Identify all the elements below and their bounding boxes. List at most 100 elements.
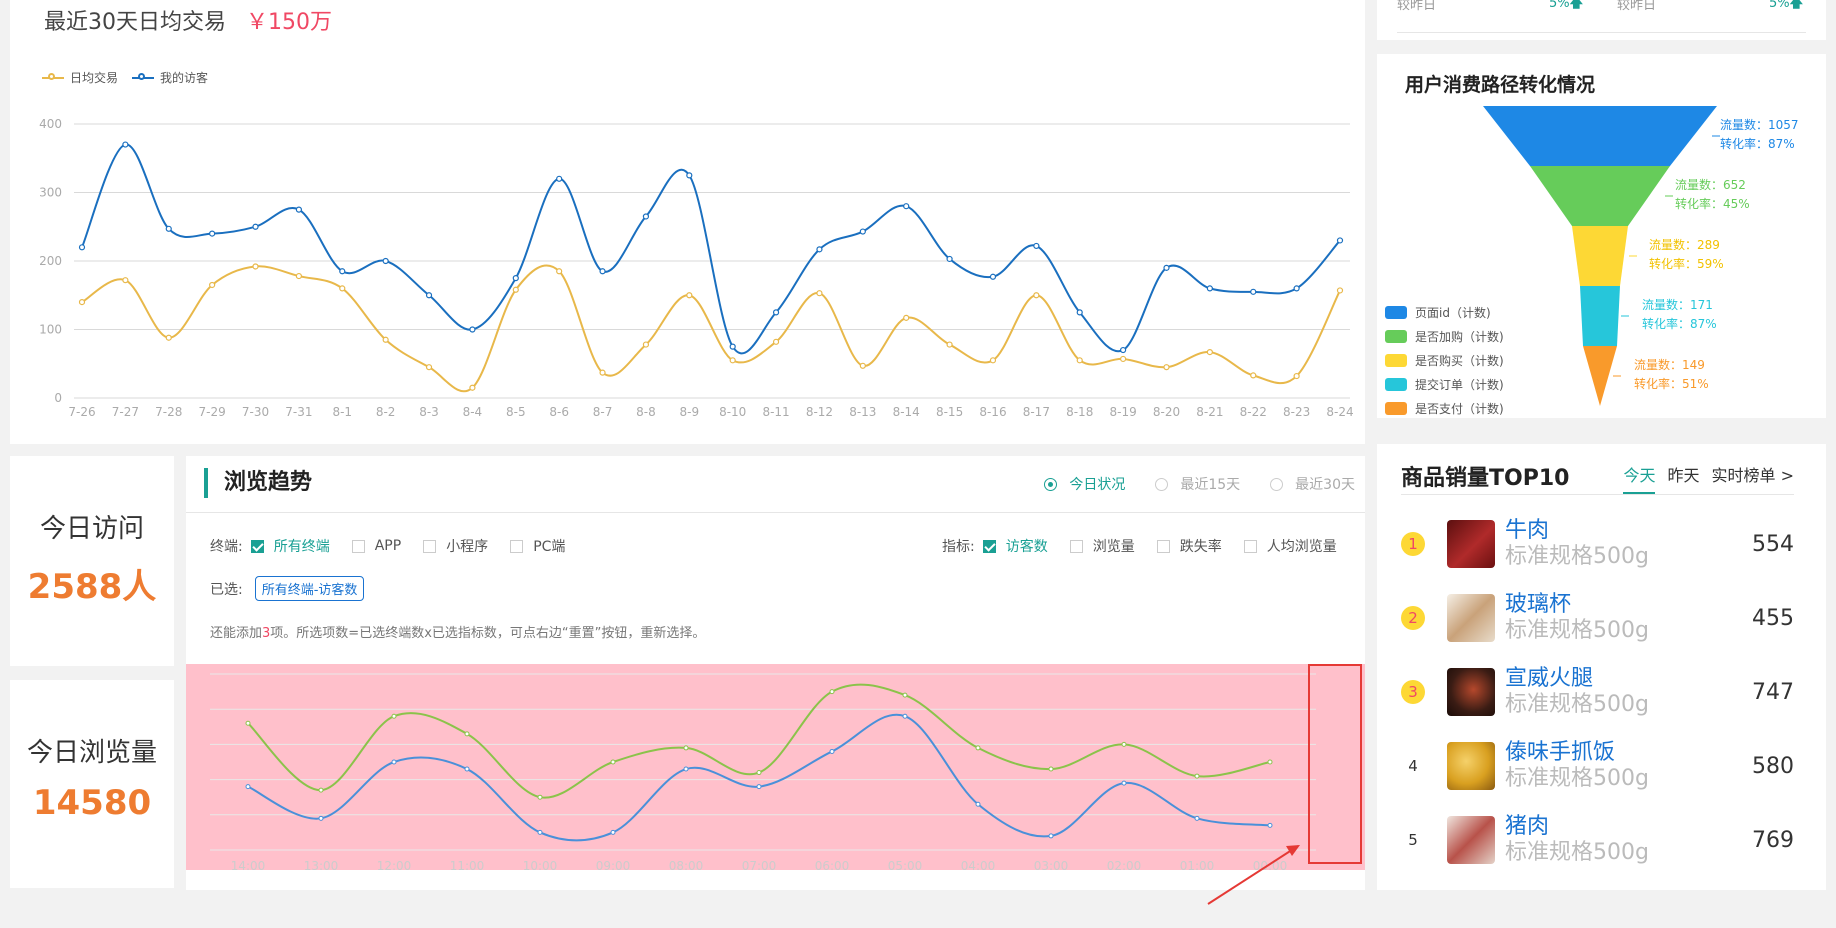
data-point[interactable]	[1336, 237, 1344, 244]
data-point[interactable]	[610, 759, 616, 765]
legend-item-daily-trade[interactable]: 日均交易	[42, 69, 118, 86]
tab-yesterday[interactable]: 昨天	[1667, 466, 1700, 485]
data-point[interactable]	[816, 246, 823, 253]
data-point[interactable]	[1267, 822, 1273, 828]
data-point[interactable]	[756, 770, 762, 776]
data-point[interactable]	[1120, 346, 1127, 354]
data-point[interactable]	[122, 141, 129, 148]
funnel-stage-3[interactable]	[1572, 226, 1628, 286]
funnel-stage-5[interactable]	[1583, 346, 1617, 406]
funnel-stage-4[interactable]	[1580, 286, 1620, 346]
data-point[interactable]	[683, 745, 689, 751]
data-point[interactable]	[245, 720, 251, 726]
data-point[interactable]	[295, 206, 302, 213]
data-point[interactable]	[252, 223, 259, 230]
data-point[interactable]	[556, 268, 563, 275]
data-point[interactable]	[946, 255, 953, 263]
data-point[interactable]	[729, 357, 736, 364]
data-point[interactable]	[464, 731, 470, 737]
funnel-legend-item[interactable]: 是否支付（计数)	[1385, 396, 1504, 420]
funnel-legend-item[interactable]: 提交订单（计数)	[1385, 372, 1504, 396]
list-item[interactable]: 5 猪肉 标准规格500g 769	[1401, 810, 1794, 870]
data-point[interactable]	[1121, 780, 1127, 786]
radio-today[interactable]: 今日状况	[1044, 474, 1125, 494]
data-point[interactable]	[318, 787, 324, 793]
data-point[interactable]	[122, 277, 129, 284]
data-point[interactable]	[245, 784, 251, 790]
data-point[interactable]	[425, 364, 433, 371]
data-point[interactable]	[829, 689, 835, 695]
list-item[interactable]: 4 傣味手抓饭 标准规格500g 580	[1401, 736, 1794, 796]
data-point[interactable]	[859, 362, 866, 369]
data-point[interactable]	[1076, 309, 1083, 316]
data-point[interactable]	[1048, 833, 1054, 839]
data-point[interactable]	[1048, 766, 1054, 772]
data-point[interactable]	[599, 369, 606, 376]
legend-item-visitors[interactable]: 我的访客	[132, 69, 208, 86]
data-point[interactable]	[1206, 349, 1213, 356]
data-point[interactable]	[903, 314, 910, 321]
product-name[interactable]: 玻璃杯	[1505, 592, 1572, 617]
data-point[interactable]	[209, 230, 216, 237]
list-item[interactable]: 1 牛肉 标准规格500g 554	[1401, 514, 1794, 574]
data-point[interactable]	[209, 281, 216, 289]
data-point[interactable]	[382, 257, 389, 265]
data-point[interactable]	[989, 357, 997, 364]
checkbox-pageviews[interactable]: 浏览量	[1069, 536, 1135, 556]
list-item[interactable]: 3 宣威火腿 标准规格500g 747	[1401, 662, 1794, 722]
data-point[interactable]	[975, 745, 981, 751]
data-point[interactable]	[599, 268, 606, 275]
selected-tag[interactable]: 所有终端-访客数	[254, 576, 365, 601]
list-item[interactable]: 2 玻璃杯 标准规格500g 455	[1401, 588, 1794, 648]
data-point[interactable]	[556, 175, 563, 182]
data-point[interactable]	[464, 766, 470, 772]
data-point[interactable]	[903, 203, 910, 210]
data-point[interactable]	[1033, 242, 1040, 250]
data-point[interactable]	[902, 713, 908, 719]
data-point[interactable]	[339, 268, 346, 275]
radio-last-15-days[interactable]: 最近15天	[1155, 474, 1240, 494]
data-point[interactable]	[686, 292, 693, 299]
data-point[interactable]	[642, 213, 650, 220]
checkbox-app[interactable]: APP	[351, 538, 401, 554]
funnel-legend-item[interactable]: 页面id（计数)	[1385, 300, 1504, 324]
data-point[interactable]	[1163, 264, 1170, 271]
data-point[interactable]	[295, 272, 302, 280]
radio-last-30-days[interactable]: 最近30天	[1270, 474, 1355, 494]
data-point[interactable]	[829, 748, 835, 754]
data-point[interactable]	[78, 244, 86, 251]
funnel-legend-item[interactable]: 是否加购（计数)	[1385, 324, 1504, 348]
tab-realtime-ranking[interactable]: 实时榜单 >	[1711, 466, 1795, 485]
data-point[interactable]	[946, 341, 953, 348]
data-point[interactable]	[1250, 372, 1257, 379]
tab-today[interactable]: 今天	[1623, 462, 1656, 494]
data-point[interactable]	[512, 286, 519, 293]
data-point[interactable]	[816, 290, 823, 297]
data-point[interactable]	[1250, 288, 1257, 295]
data-point[interactable]	[339, 285, 346, 292]
data-point[interactable]	[382, 336, 389, 343]
data-point[interactable]	[318, 815, 324, 821]
data-point[interactable]	[469, 384, 476, 391]
data-point[interactable]	[512, 275, 519, 282]
data-point[interactable]	[1206, 285, 1213, 292]
funnel-stage-1[interactable]	[1483, 106, 1717, 166]
checkbox-avg-pageviews[interactable]: 人均浏览量	[1243, 536, 1337, 556]
data-point[interactable]	[772, 338, 780, 345]
data-point[interactable]	[686, 172, 693, 179]
data-point[interactable]	[425, 292, 433, 299]
funnel-stage-2[interactable]	[1530, 166, 1670, 226]
data-point[interactable]	[975, 801, 981, 807]
checkbox-mini-program[interactable]: 小程序	[423, 536, 488, 556]
data-point[interactable]	[537, 794, 543, 800]
data-point[interactable]	[78, 299, 86, 306]
data-point[interactable]	[642, 341, 650, 348]
data-point[interactable]	[1033, 292, 1040, 299]
data-point[interactable]	[859, 228, 866, 235]
data-point[interactable]	[1293, 285, 1300, 292]
product-name[interactable]: 猪肉	[1505, 814, 1550, 839]
product-name[interactable]: 傣味手抓饭	[1505, 740, 1616, 765]
data-point[interactable]	[165, 225, 172, 232]
product-name[interactable]: 牛肉	[1505, 518, 1550, 543]
data-point[interactable]	[165, 334, 172, 341]
